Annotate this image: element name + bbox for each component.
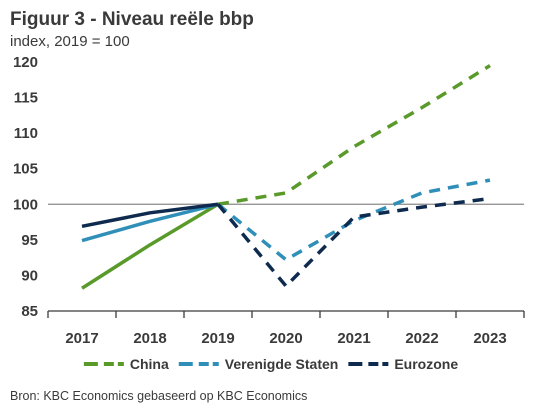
series-line-china-forecast — [217, 64, 491, 207]
y-tick-label: 115 — [14, 90, 38, 107]
y-tick-label: 90 — [21, 267, 38, 284]
y-tick-label: 105 — [13, 161, 38, 178]
y-tick-label: 85 — [21, 303, 38, 320]
x-tick-label: 2019 — [201, 330, 234, 347]
series-line-eurozone-actual — [81, 202, 219, 229]
x-tick-label: 2021 — [337, 330, 370, 347]
x-tick-label: 2022 — [405, 330, 438, 347]
x-tick-label: 2023 — [473, 330, 506, 347]
y-tick-label: 120 — [13, 54, 38, 71]
series-line-verenigde-staten-forecast — [216, 178, 491, 262]
legend-label-eurozone: Eurozone — [394, 356, 458, 372]
legend-label-verenigde-staten: Verenigde Staten — [225, 356, 339, 372]
chart-series — [81, 64, 491, 290]
y-tick-label: 110 — [14, 125, 38, 142]
chart-legend: China Verenigde Staten Eurozone — [83, 356, 458, 372]
x-tick-label: 2020 — [269, 330, 302, 347]
y-tick-label: 100 — [13, 196, 38, 213]
x-tick-label: 2018 — [133, 330, 166, 347]
source-note: Bron: KBC Economics gebaseerd op KBC Eco… — [10, 389, 308, 403]
y-tick-label: 95 — [21, 232, 38, 249]
x-tick-label: 2017 — [65, 330, 98, 347]
chart-subtitle: index, 2019 = 100 — [10, 33, 130, 50]
series-line-china-actual — [81, 202, 219, 290]
chart-axes: 85 90 95 100 105 110 115 120 2017 2018 2019 2020 202… — [13, 54, 525, 347]
legend-label-china: China — [130, 356, 169, 372]
series-line-eurozone-forecast — [216, 196, 491, 289]
chart-title: Figuur 3 - Niveau reële bbp — [10, 9, 254, 30]
series-line-verenigde-staten-actual — [81, 202, 219, 243]
